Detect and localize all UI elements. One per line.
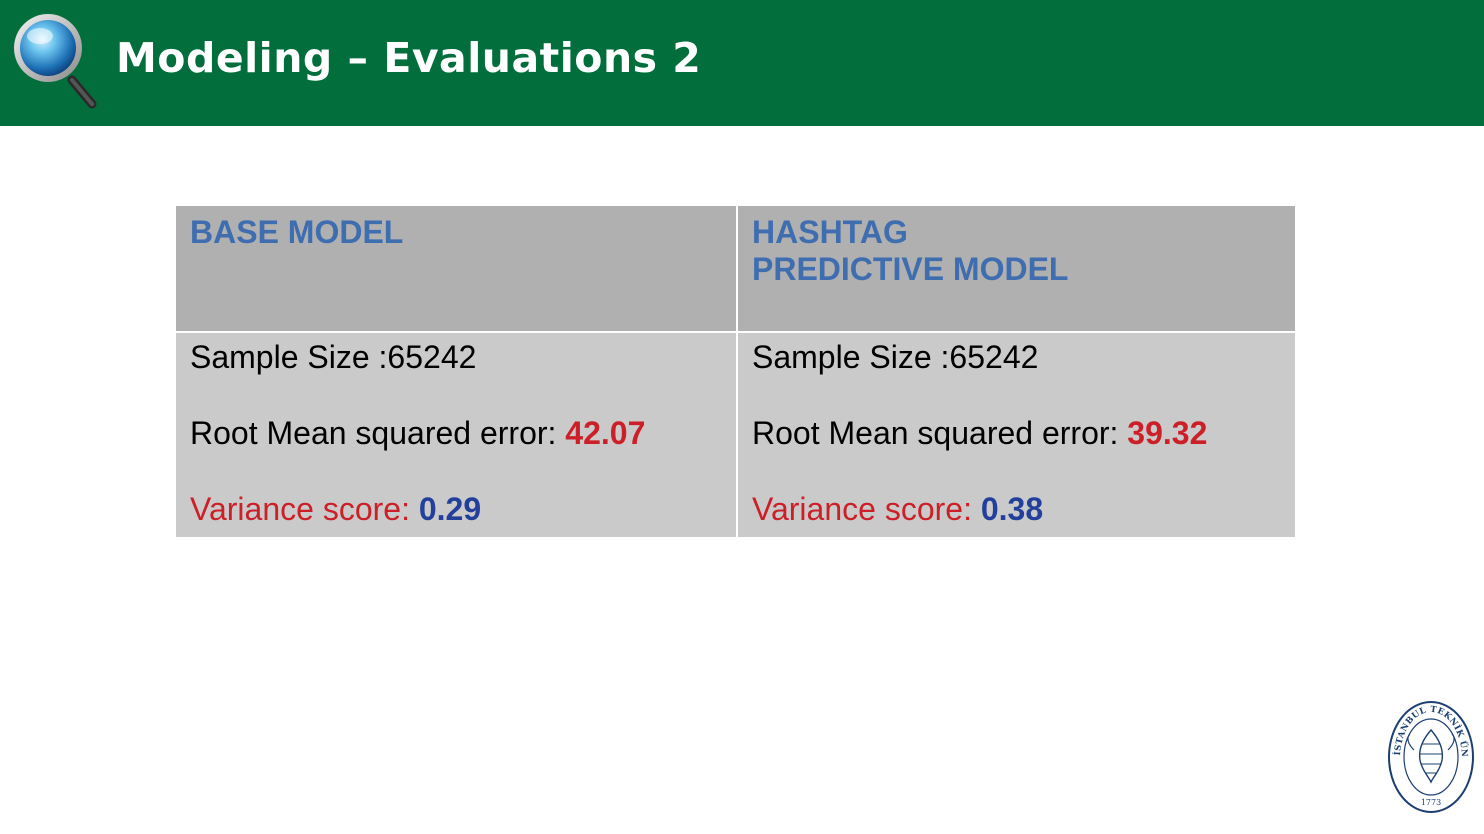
variance-line: Variance score: 0.38 — [752, 491, 1281, 528]
rmse-value: 39.32 — [1127, 415, 1208, 451]
sample-size-text: Sample Size :65242 — [190, 339, 477, 375]
rmse-label: Root Mean squared error: — [190, 415, 566, 451]
base-model-header: BASE MODEL — [190, 214, 404, 250]
table-cell: Sample Size :65242 Root Mean squared err… — [176, 332, 738, 537]
variance-label: Variance score: — [190, 491, 419, 527]
rmse-line: Root Mean squared error: 39.32 — [752, 415, 1281, 452]
variance-line: Variance score: 0.29 — [190, 491, 722, 528]
svg-text:İSTANBUL TEKNİK ÜNİVERSİTESİ: İSTANBUL TEKNİK ÜNİVERSİTESİ — [1386, 694, 1471, 757]
comparison-table: BASE MODEL HASHTAG PREDICTIVE MODEL Samp… — [176, 206, 1295, 537]
rmse-label: Root Mean squared error: — [752, 415, 1128, 451]
seal-text: İSTANBUL TEKNİK ÜNİVERSİTESİ — [1386, 694, 1471, 757]
table-header-row: BASE MODEL HASHTAG PREDICTIVE MODEL — [176, 206, 1295, 333]
variance-value: 0.29 — [418, 491, 482, 527]
table-header-cell: HASHTAG PREDICTIVE MODEL — [737, 206, 1295, 333]
table-cell: Sample Size :65242 Root Mean squared err… — [737, 332, 1295, 537]
table-row: Sample Size :65242 Root Mean squared err… — [176, 332, 1295, 537]
rmse-line: Root Mean squared error: 42.07 — [190, 415, 722, 452]
title-bar: Modeling – Evaluations 2 — [0, 0, 1484, 126]
rmse-value: 42.07 — [565, 415, 646, 451]
table-header-cell: BASE MODEL — [176, 206, 738, 333]
magnifier-icon — [14, 14, 97, 109]
sample-size-text: Sample Size :65242 — [752, 339, 1039, 375]
university-seal-icon: İSTANBUL TEKNİK ÜNİVERSİTESİ 1773 — [1386, 694, 1474, 813]
hashtag-model-header: HASHTAG PREDICTIVE MODEL — [752, 214, 1069, 287]
page-title: Modeling – Evaluations 2 — [116, 34, 702, 82]
variance-value: 0.38 — [980, 491, 1044, 527]
seal-year: 1773 — [1421, 798, 1441, 807]
variance-label: Variance score: — [752, 491, 981, 527]
